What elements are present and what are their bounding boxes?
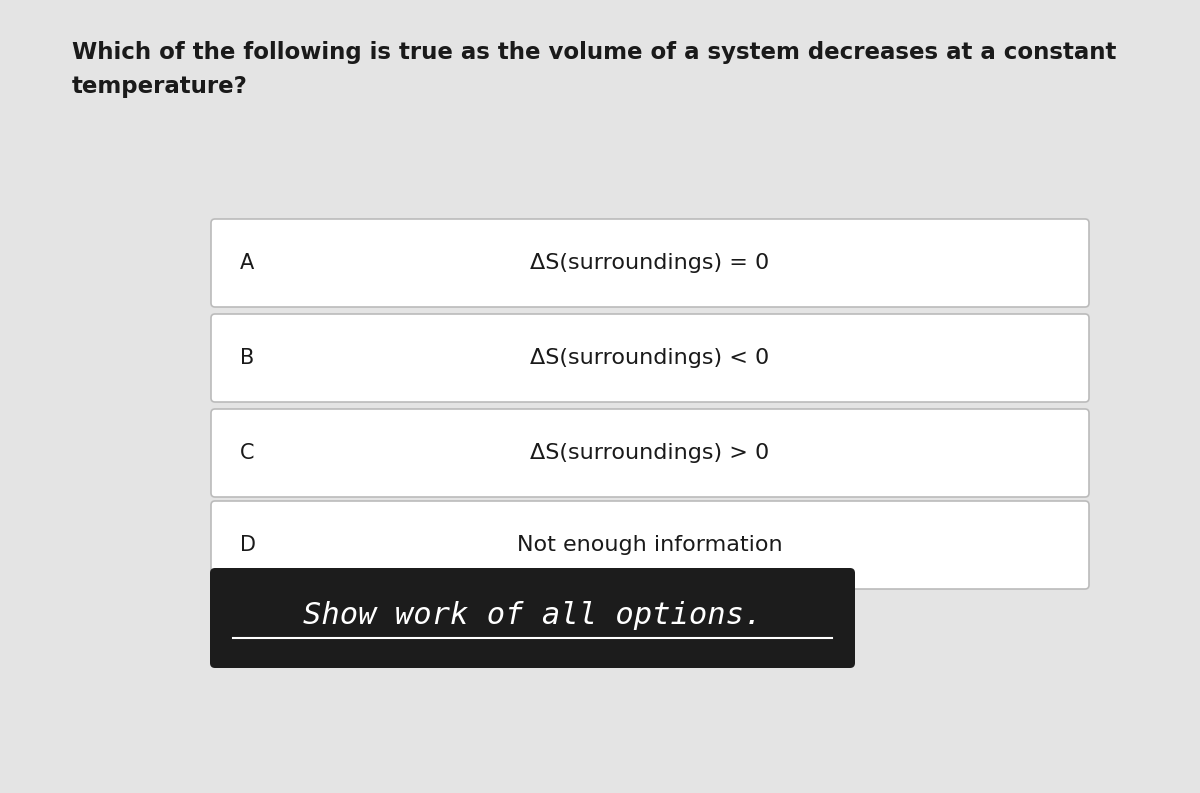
Text: D: D <box>240 535 256 555</box>
Text: temperature?: temperature? <box>72 75 248 98</box>
Text: Not enough information: Not enough information <box>517 535 782 555</box>
Text: C: C <box>240 443 254 463</box>
Text: ΔS(surroundings) < 0: ΔS(surroundings) < 0 <box>530 348 769 368</box>
FancyBboxPatch shape <box>211 219 1090 307</box>
Text: ΔS(surroundings) = 0: ΔS(surroundings) = 0 <box>530 253 769 273</box>
FancyBboxPatch shape <box>211 501 1090 589</box>
Text: ΔS(surroundings) > 0: ΔS(surroundings) > 0 <box>530 443 769 463</box>
FancyBboxPatch shape <box>211 409 1090 497</box>
Text: Show work of all options.: Show work of all options. <box>304 600 763 630</box>
Text: B: B <box>240 348 254 368</box>
FancyBboxPatch shape <box>210 568 854 668</box>
Text: Which of the following is true as the volume of a system decreases at a constant: Which of the following is true as the vo… <box>72 41 1116 64</box>
FancyBboxPatch shape <box>211 314 1090 402</box>
Text: A: A <box>240 253 254 273</box>
